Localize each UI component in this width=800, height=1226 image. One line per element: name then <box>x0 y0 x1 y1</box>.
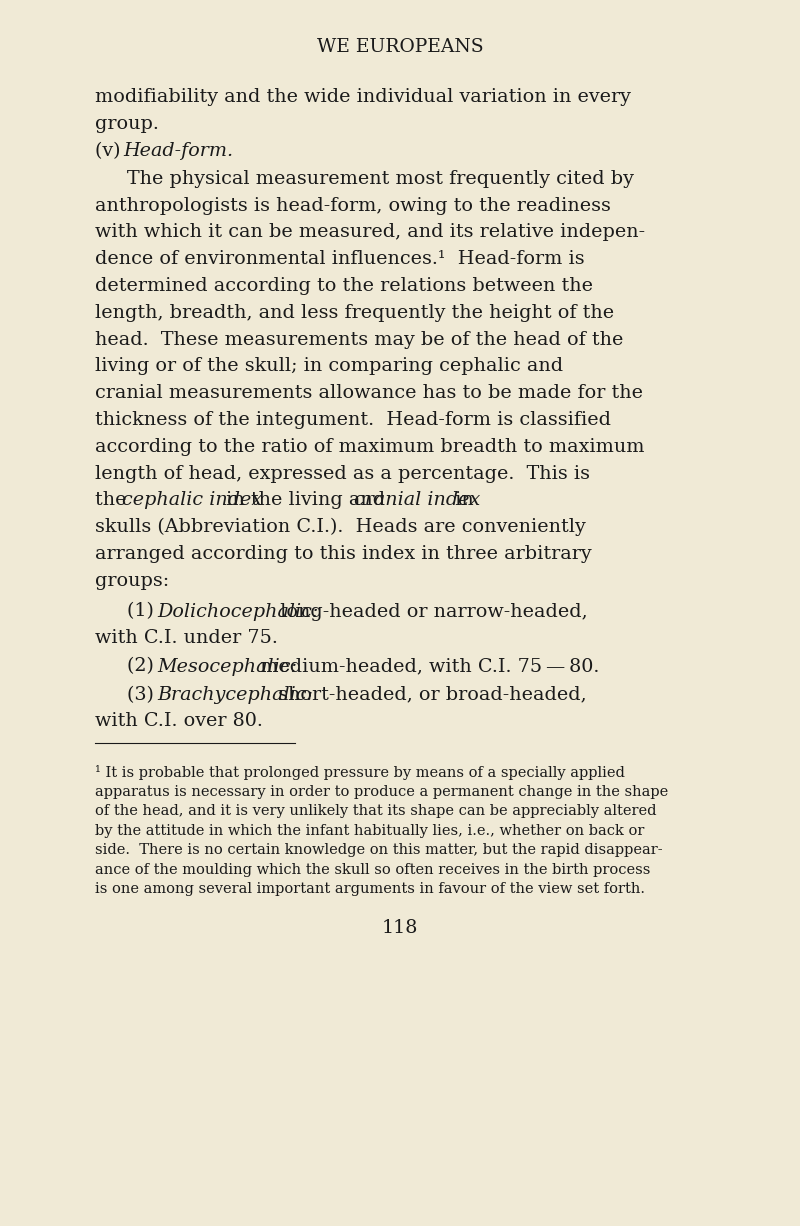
Text: determined according to the relations between the: determined according to the relations be… <box>95 277 593 295</box>
Text: head.  These measurements may be of the head of the: head. These measurements may be of the h… <box>95 331 623 348</box>
Text: ¹ It is probable that prolonged pressure by means of a specially applied: ¹ It is probable that prolonged pressure… <box>95 765 625 780</box>
Text: long-headed or narrow-headed,: long-headed or narrow-headed, <box>274 602 588 620</box>
Text: short-headed, or broad-headed,: short-headed, or broad-headed, <box>273 685 587 704</box>
Text: by the attitude in which the infant habitually lies, i.e., whether on back or: by the attitude in which the infant habi… <box>95 824 644 837</box>
Text: in the living and: in the living and <box>219 492 390 509</box>
Text: apparatus is necessary in order to produce a permanent change in the shape: apparatus is necessary in order to produ… <box>95 785 668 799</box>
Text: living or of the skull; in comparing cephalic and: living or of the skull; in comparing cep… <box>95 357 563 375</box>
Text: with C.I. under 75.: with C.I. under 75. <box>95 629 278 647</box>
Text: of the head, and it is very unlikely that its shape can be appreciably altered: of the head, and it is very unlikely tha… <box>95 804 657 818</box>
Text: group.: group. <box>95 115 159 132</box>
Text: anthropologists is head-form, owing to the readiness: anthropologists is head-form, owing to t… <box>95 196 611 215</box>
Text: skulls (Abbreviation C.I.).  Heads are conveniently: skulls (Abbreviation C.I.). Heads are co… <box>95 519 586 537</box>
Text: side.  There is no certain knowledge on this matter, but the rapid disappear-: side. There is no certain knowledge on t… <box>95 843 662 857</box>
Text: ance of the moulding which the skull so often receives in the birth process: ance of the moulding which the skull so … <box>95 863 650 877</box>
Text: Head-form.: Head-form. <box>123 141 234 159</box>
Text: Brachycephalic:: Brachycephalic: <box>158 685 314 704</box>
Text: cranial measurements allowance has to be made for the: cranial measurements allowance has to be… <box>95 384 643 402</box>
Text: with which it can be measured, and its relative indepen-: with which it can be measured, and its r… <box>95 223 645 242</box>
Text: WE EUROPEANS: WE EUROPEANS <box>317 38 483 56</box>
Text: dence of environmental influences.¹  Head-form is: dence of environmental influences.¹ Head… <box>95 250 585 268</box>
Text: arranged according to this index in three arbitrary: arranged according to this index in thre… <box>95 544 592 563</box>
Text: modifiability and the wide individual variation in every: modifiability and the wide individual va… <box>95 88 631 105</box>
Text: in: in <box>449 492 474 509</box>
Text: The physical measurement most frequently cited by: The physical measurement most frequently… <box>127 169 634 188</box>
Text: according to the ratio of maximum breadth to maximum: according to the ratio of maximum breadt… <box>95 438 645 456</box>
Text: (2): (2) <box>127 657 160 676</box>
Text: length of head, expressed as a percentage.  This is: length of head, expressed as a percentag… <box>95 465 590 483</box>
Text: (3): (3) <box>127 685 160 704</box>
Text: with C.I. over 80.: with C.I. over 80. <box>95 712 263 731</box>
Text: cranial index: cranial index <box>354 492 481 509</box>
Text: (1): (1) <box>127 602 160 620</box>
Text: groups:: groups: <box>95 571 170 590</box>
Text: (v): (v) <box>95 141 126 159</box>
Text: is one among several important arguments in favour of the view set forth.: is one among several important arguments… <box>95 883 645 896</box>
Text: the: the <box>95 492 133 509</box>
Text: Mesocephalic:: Mesocephalic: <box>158 657 298 676</box>
Text: 118: 118 <box>382 920 418 938</box>
Text: cephalic index: cephalic index <box>122 492 262 509</box>
Text: medium-headed, with C.I. 75 — 80.: medium-headed, with C.I. 75 — 80. <box>254 657 600 676</box>
Text: thickness of the integument.  Head-form is classified: thickness of the integument. Head-form i… <box>95 411 611 429</box>
Text: Dolichocephalic:: Dolichocephalic: <box>158 602 319 620</box>
Text: length, breadth, and less frequently the height of the: length, breadth, and less frequently the… <box>95 304 614 321</box>
